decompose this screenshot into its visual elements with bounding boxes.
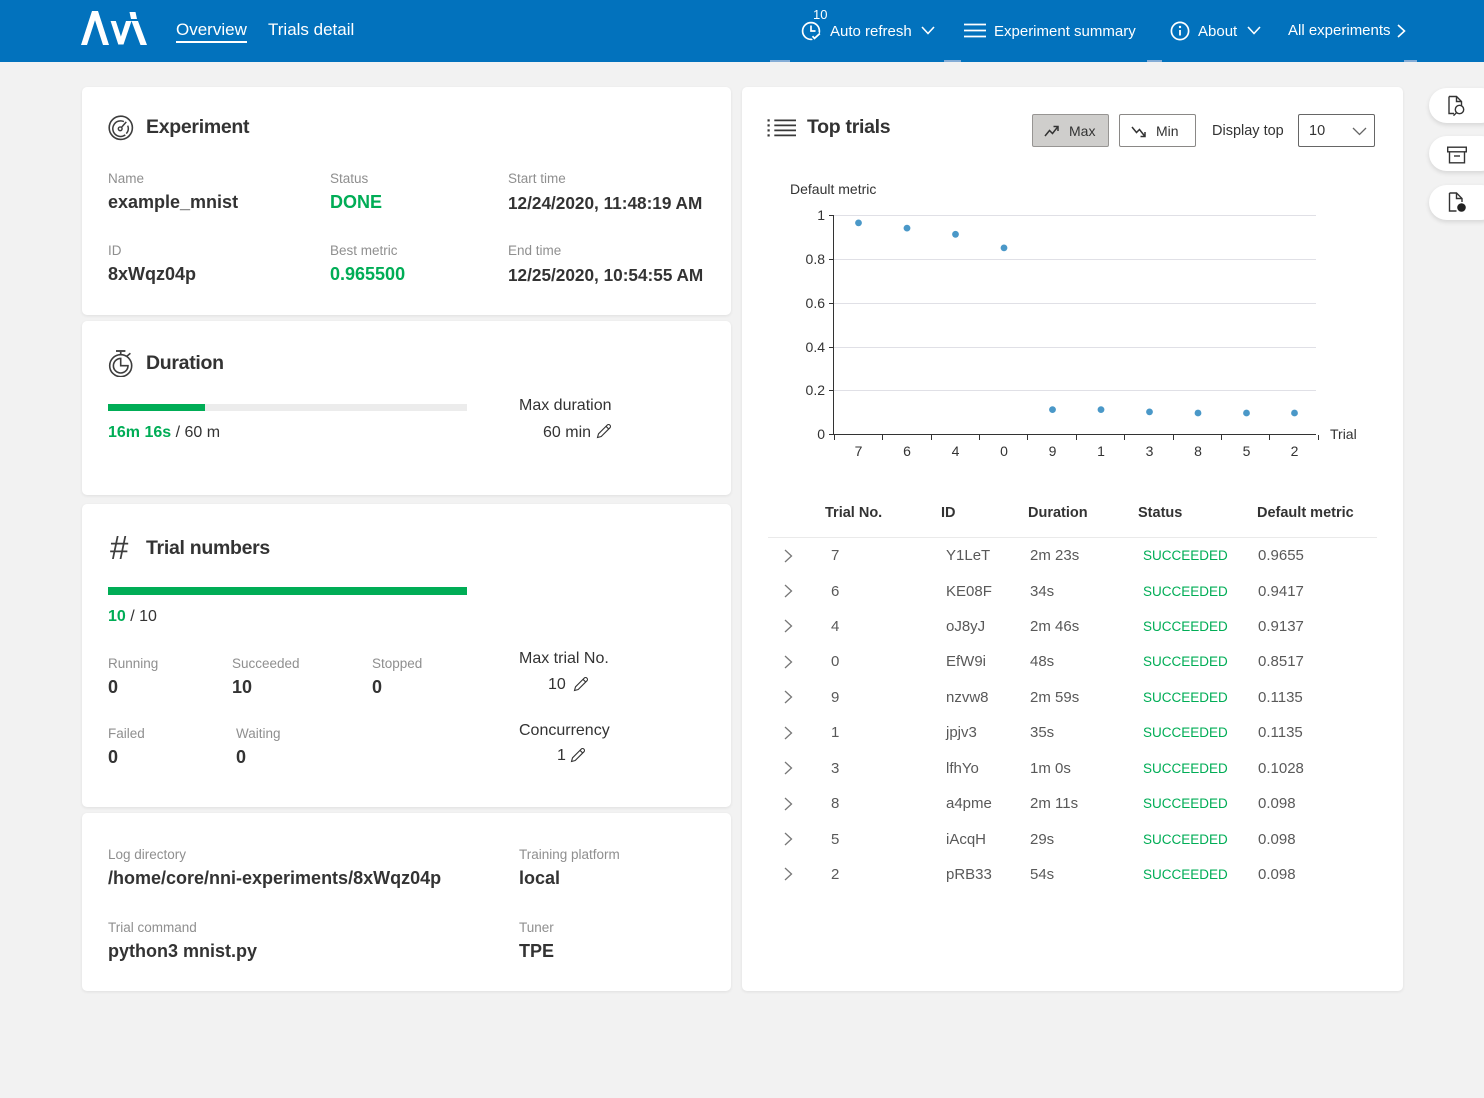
svg-text:0.2: 0.2 (806, 382, 826, 398)
svg-text:7: 7 (855, 443, 863, 459)
svg-text:4: 4 (952, 443, 960, 459)
svg-text:3: 3 (1146, 443, 1154, 459)
svg-text:0.4: 0.4 (806, 339, 826, 355)
svg-text:0: 0 (1000, 443, 1008, 459)
svg-text:0.8: 0.8 (806, 251, 826, 267)
svg-text:5: 5 (1243, 443, 1251, 459)
svg-text:Trial: Trial (1330, 426, 1357, 442)
svg-text:1: 1 (817, 207, 825, 223)
svg-text:9: 9 (1049, 443, 1057, 459)
svg-text:0.6: 0.6 (806, 295, 826, 311)
svg-text:8: 8 (1194, 443, 1202, 459)
svg-text:6: 6 (903, 443, 911, 459)
svg-text:1: 1 (1097, 443, 1105, 459)
svg-text:0: 0 (817, 426, 825, 442)
svg-text:2: 2 (1291, 443, 1299, 459)
svg-text:Default metric: Default metric (790, 181, 876, 197)
